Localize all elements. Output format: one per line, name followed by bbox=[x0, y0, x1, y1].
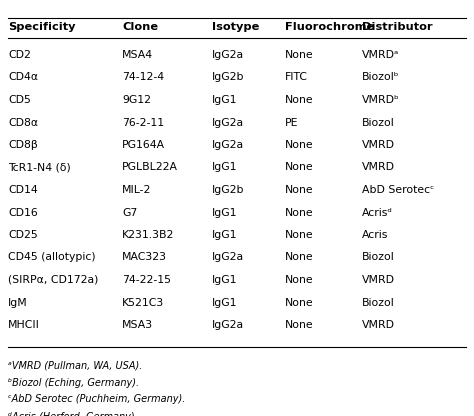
Text: IgG1: IgG1 bbox=[212, 297, 237, 307]
Text: IgG1: IgG1 bbox=[212, 275, 237, 285]
Text: CD5: CD5 bbox=[8, 95, 31, 105]
Text: MSA3: MSA3 bbox=[122, 320, 153, 330]
Text: Biozol: Biozol bbox=[362, 297, 395, 307]
Text: 74-12-4: 74-12-4 bbox=[122, 72, 164, 82]
Text: None: None bbox=[285, 50, 314, 60]
Text: VMRD: VMRD bbox=[362, 275, 395, 285]
Text: MIL-2: MIL-2 bbox=[122, 185, 151, 195]
Text: IgG1: IgG1 bbox=[212, 95, 237, 105]
Text: CD14: CD14 bbox=[8, 185, 38, 195]
Text: Fluorochrome: Fluorochrome bbox=[285, 22, 374, 32]
Text: 9G12: 9G12 bbox=[122, 95, 151, 105]
Text: CD8β: CD8β bbox=[8, 140, 38, 150]
Text: None: None bbox=[285, 253, 314, 262]
Text: CD2: CD2 bbox=[8, 50, 31, 60]
Text: MSA4: MSA4 bbox=[122, 50, 153, 60]
Text: Isotype: Isotype bbox=[212, 22, 259, 32]
Text: MHCII: MHCII bbox=[8, 320, 40, 330]
Text: Clone: Clone bbox=[122, 22, 158, 32]
Text: IgG2a: IgG2a bbox=[212, 320, 244, 330]
Text: IgG2a: IgG2a bbox=[212, 140, 244, 150]
Text: VMRD: VMRD bbox=[362, 163, 395, 173]
Text: None: None bbox=[285, 95, 314, 105]
Text: Specificity: Specificity bbox=[8, 22, 75, 32]
Text: Distributor: Distributor bbox=[362, 22, 433, 32]
Text: VMRDᵃ: VMRDᵃ bbox=[362, 50, 399, 60]
Text: None: None bbox=[285, 320, 314, 330]
Text: ᵃVMRD (Pullman, WA, USA).: ᵃVMRD (Pullman, WA, USA). bbox=[8, 361, 142, 371]
Text: TcR1-N4 (δ): TcR1-N4 (δ) bbox=[8, 163, 71, 173]
Text: None: None bbox=[285, 185, 314, 195]
Text: None: None bbox=[285, 275, 314, 285]
Text: IgG1: IgG1 bbox=[212, 163, 237, 173]
Text: None: None bbox=[285, 140, 314, 150]
Text: ᶜAbD Serotec (Puchheim, Germany).: ᶜAbD Serotec (Puchheim, Germany). bbox=[8, 394, 185, 404]
Text: IgG2a: IgG2a bbox=[212, 253, 244, 262]
Text: 76-2-11: 76-2-11 bbox=[122, 117, 164, 127]
Text: CD8α: CD8α bbox=[8, 117, 38, 127]
Text: FITC: FITC bbox=[285, 72, 308, 82]
Text: IgG2b: IgG2b bbox=[212, 185, 245, 195]
Text: IgG1: IgG1 bbox=[212, 208, 237, 218]
Text: VMRD: VMRD bbox=[362, 140, 395, 150]
Text: None: None bbox=[285, 297, 314, 307]
Text: Acrisᵈ: Acrisᵈ bbox=[362, 208, 393, 218]
Text: Biozolᵇ: Biozolᵇ bbox=[362, 72, 400, 82]
Text: ᵈAcris (Herford, Germany).: ᵈAcris (Herford, Germany). bbox=[8, 411, 138, 416]
Text: 74-22-15: 74-22-15 bbox=[122, 275, 171, 285]
Text: None: None bbox=[285, 208, 314, 218]
Text: G7: G7 bbox=[122, 208, 137, 218]
Text: Biozol: Biozol bbox=[362, 253, 395, 262]
Text: IgG2b: IgG2b bbox=[212, 72, 245, 82]
Text: Biozol: Biozol bbox=[362, 117, 395, 127]
Text: K521C3: K521C3 bbox=[122, 297, 164, 307]
Text: VMRD: VMRD bbox=[362, 320, 395, 330]
Text: CD45 (allotypic): CD45 (allotypic) bbox=[8, 253, 96, 262]
Text: K231.3B2: K231.3B2 bbox=[122, 230, 174, 240]
Text: CD4α: CD4α bbox=[8, 72, 38, 82]
Text: None: None bbox=[285, 230, 314, 240]
Text: IgG2a: IgG2a bbox=[212, 117, 244, 127]
Text: CD16: CD16 bbox=[8, 208, 38, 218]
Text: PE: PE bbox=[285, 117, 299, 127]
Text: None: None bbox=[285, 163, 314, 173]
Text: CD25: CD25 bbox=[8, 230, 38, 240]
Text: IgG2a: IgG2a bbox=[212, 50, 244, 60]
Text: IgM: IgM bbox=[8, 297, 28, 307]
Text: MAC323: MAC323 bbox=[122, 253, 167, 262]
Text: PGLBL22A: PGLBL22A bbox=[122, 163, 178, 173]
Text: PG164A: PG164A bbox=[122, 140, 165, 150]
Text: Acris: Acris bbox=[362, 230, 388, 240]
Text: AbD Serotecᶜ: AbD Serotecᶜ bbox=[362, 185, 434, 195]
Text: IgG1: IgG1 bbox=[212, 230, 237, 240]
Text: (SIRPα, CD172a): (SIRPα, CD172a) bbox=[8, 275, 99, 285]
Text: VMRDᵇ: VMRDᵇ bbox=[362, 95, 400, 105]
Text: ᵇBiozol (Eching, Germany).: ᵇBiozol (Eching, Germany). bbox=[8, 377, 139, 387]
